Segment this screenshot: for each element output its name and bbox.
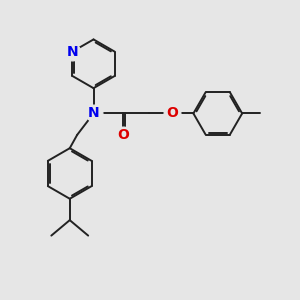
Text: N: N	[88, 106, 99, 120]
Text: O: O	[117, 128, 129, 142]
Text: O: O	[166, 106, 178, 120]
Text: N: N	[67, 45, 78, 58]
